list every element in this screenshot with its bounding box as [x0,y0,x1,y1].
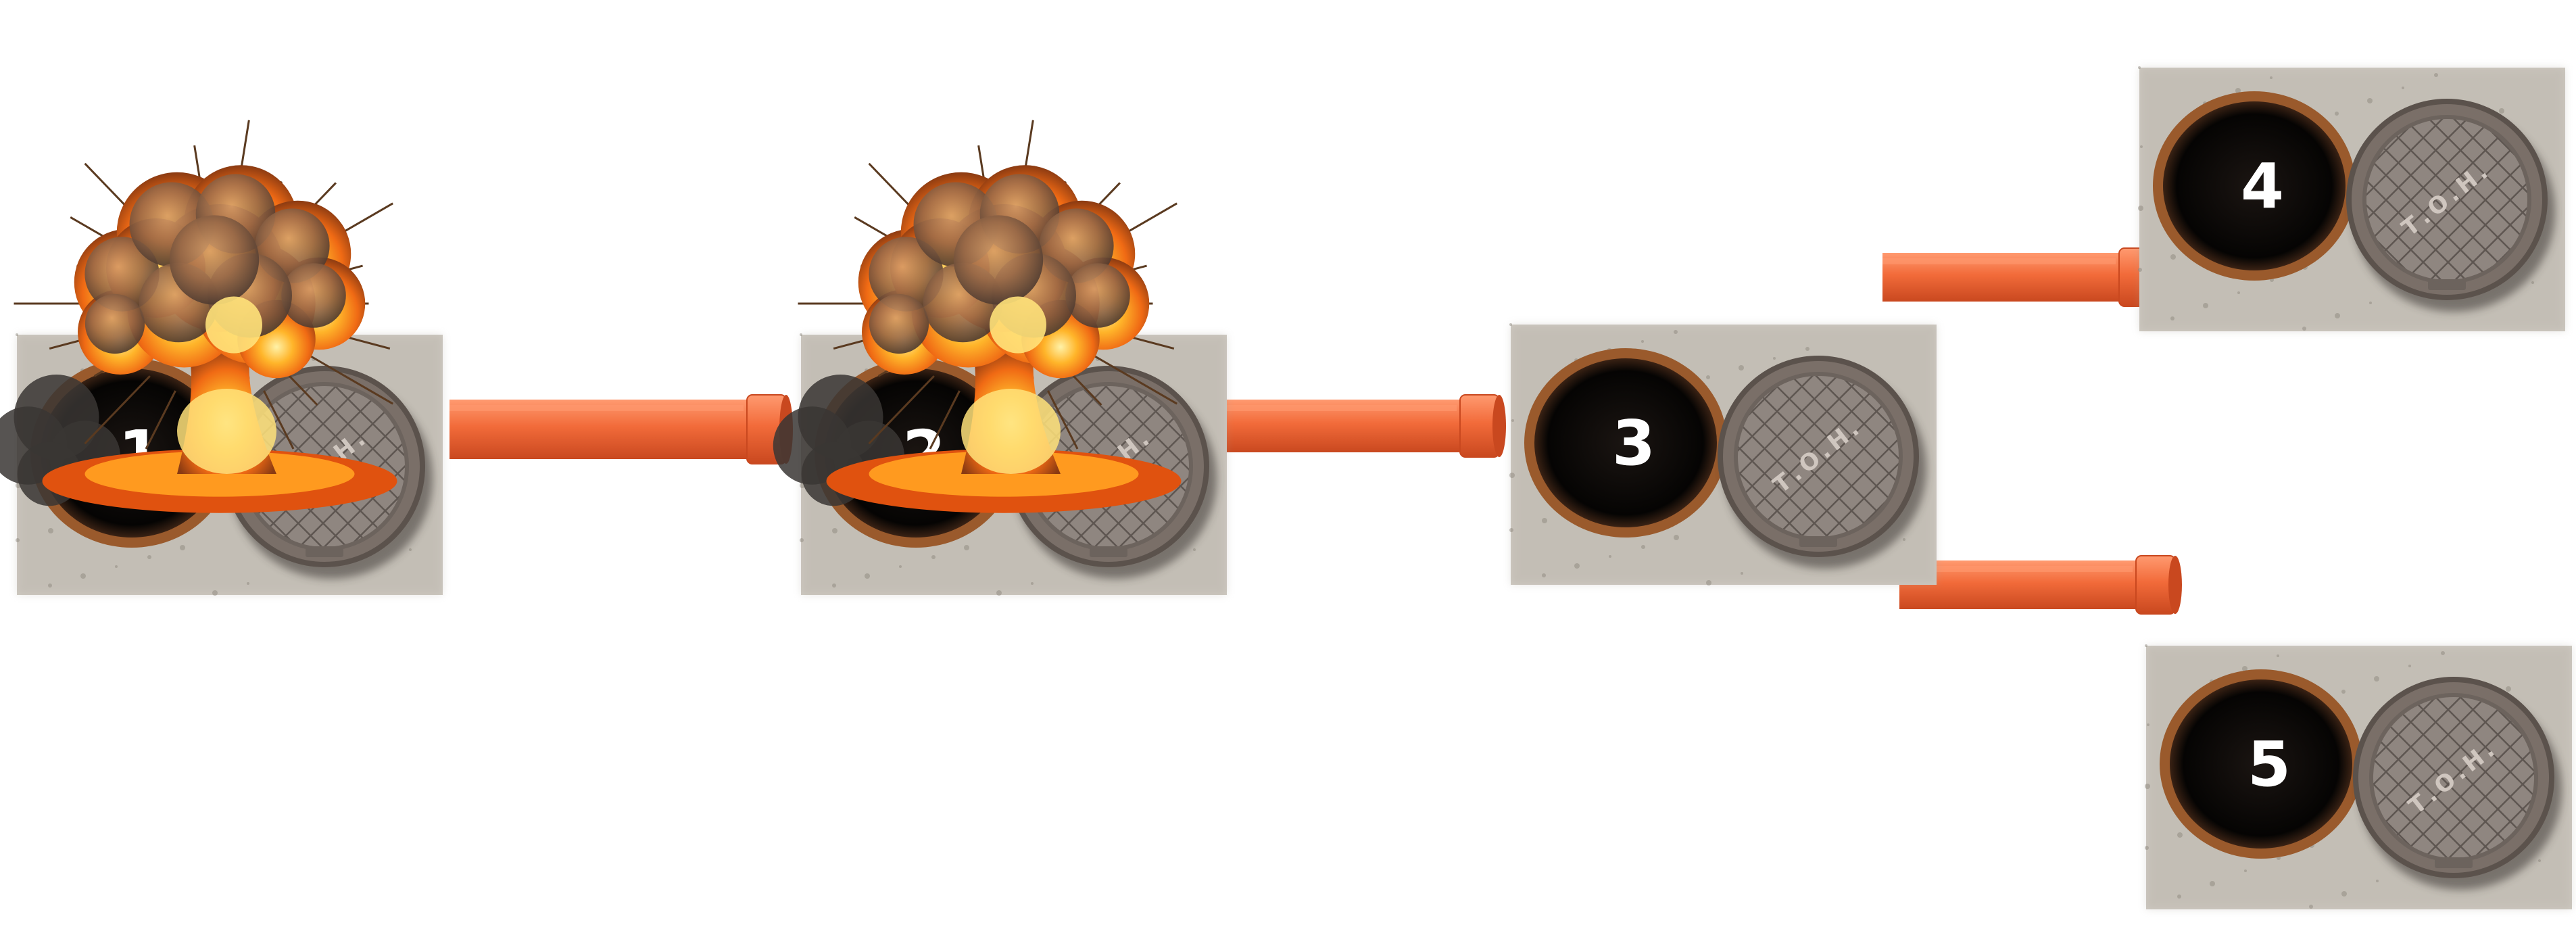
manhole-1: Т.О.Н.1 [0,120,443,596]
manhole-3: Т.О.Н.3 [1509,323,1937,586]
cover-plate [1799,536,1837,547]
pipe-1 [449,394,793,464]
manhole-opening [2163,101,2346,270]
pipe-highlight [1223,405,1457,411]
cover-plate [2435,857,2473,868]
pipe-highlight [1899,566,2133,572]
pipe-end [2168,556,2182,614]
pipe-highlight [449,405,744,411]
pipe-2 [1223,394,1506,458]
explosion-icon [0,120,397,513]
manhole-number-label: 4 [2241,150,2284,222]
manhole-opening [1534,358,1717,527]
explosion-icon [773,120,1182,513]
manhole-number-label: 5 [2247,728,2291,801]
pipe-4 [1899,555,2182,615]
pipe-3 [1882,247,2165,307]
manholes-layer: Т.О.Н.1 Т.О.Н.2 Т.О.Н.3 Т.О.Н.4 Т.О.Н.5 [0,66,2572,909]
cover-plate [1090,546,1127,557]
pipe-end [1492,395,1506,457]
manhole-2: Т.О.Н.2 [773,120,1227,596]
cover-plate [306,546,343,557]
manhole-4: Т.О.Н.4 [2138,66,2565,331]
manhole-number-label: 3 [1612,407,1655,479]
manhole-5: Т.О.Н.5 [2145,644,2572,909]
cover-plate [2428,279,2466,290]
manhole-opening [2170,679,2352,849]
pipe-highlight [1882,258,2116,264]
